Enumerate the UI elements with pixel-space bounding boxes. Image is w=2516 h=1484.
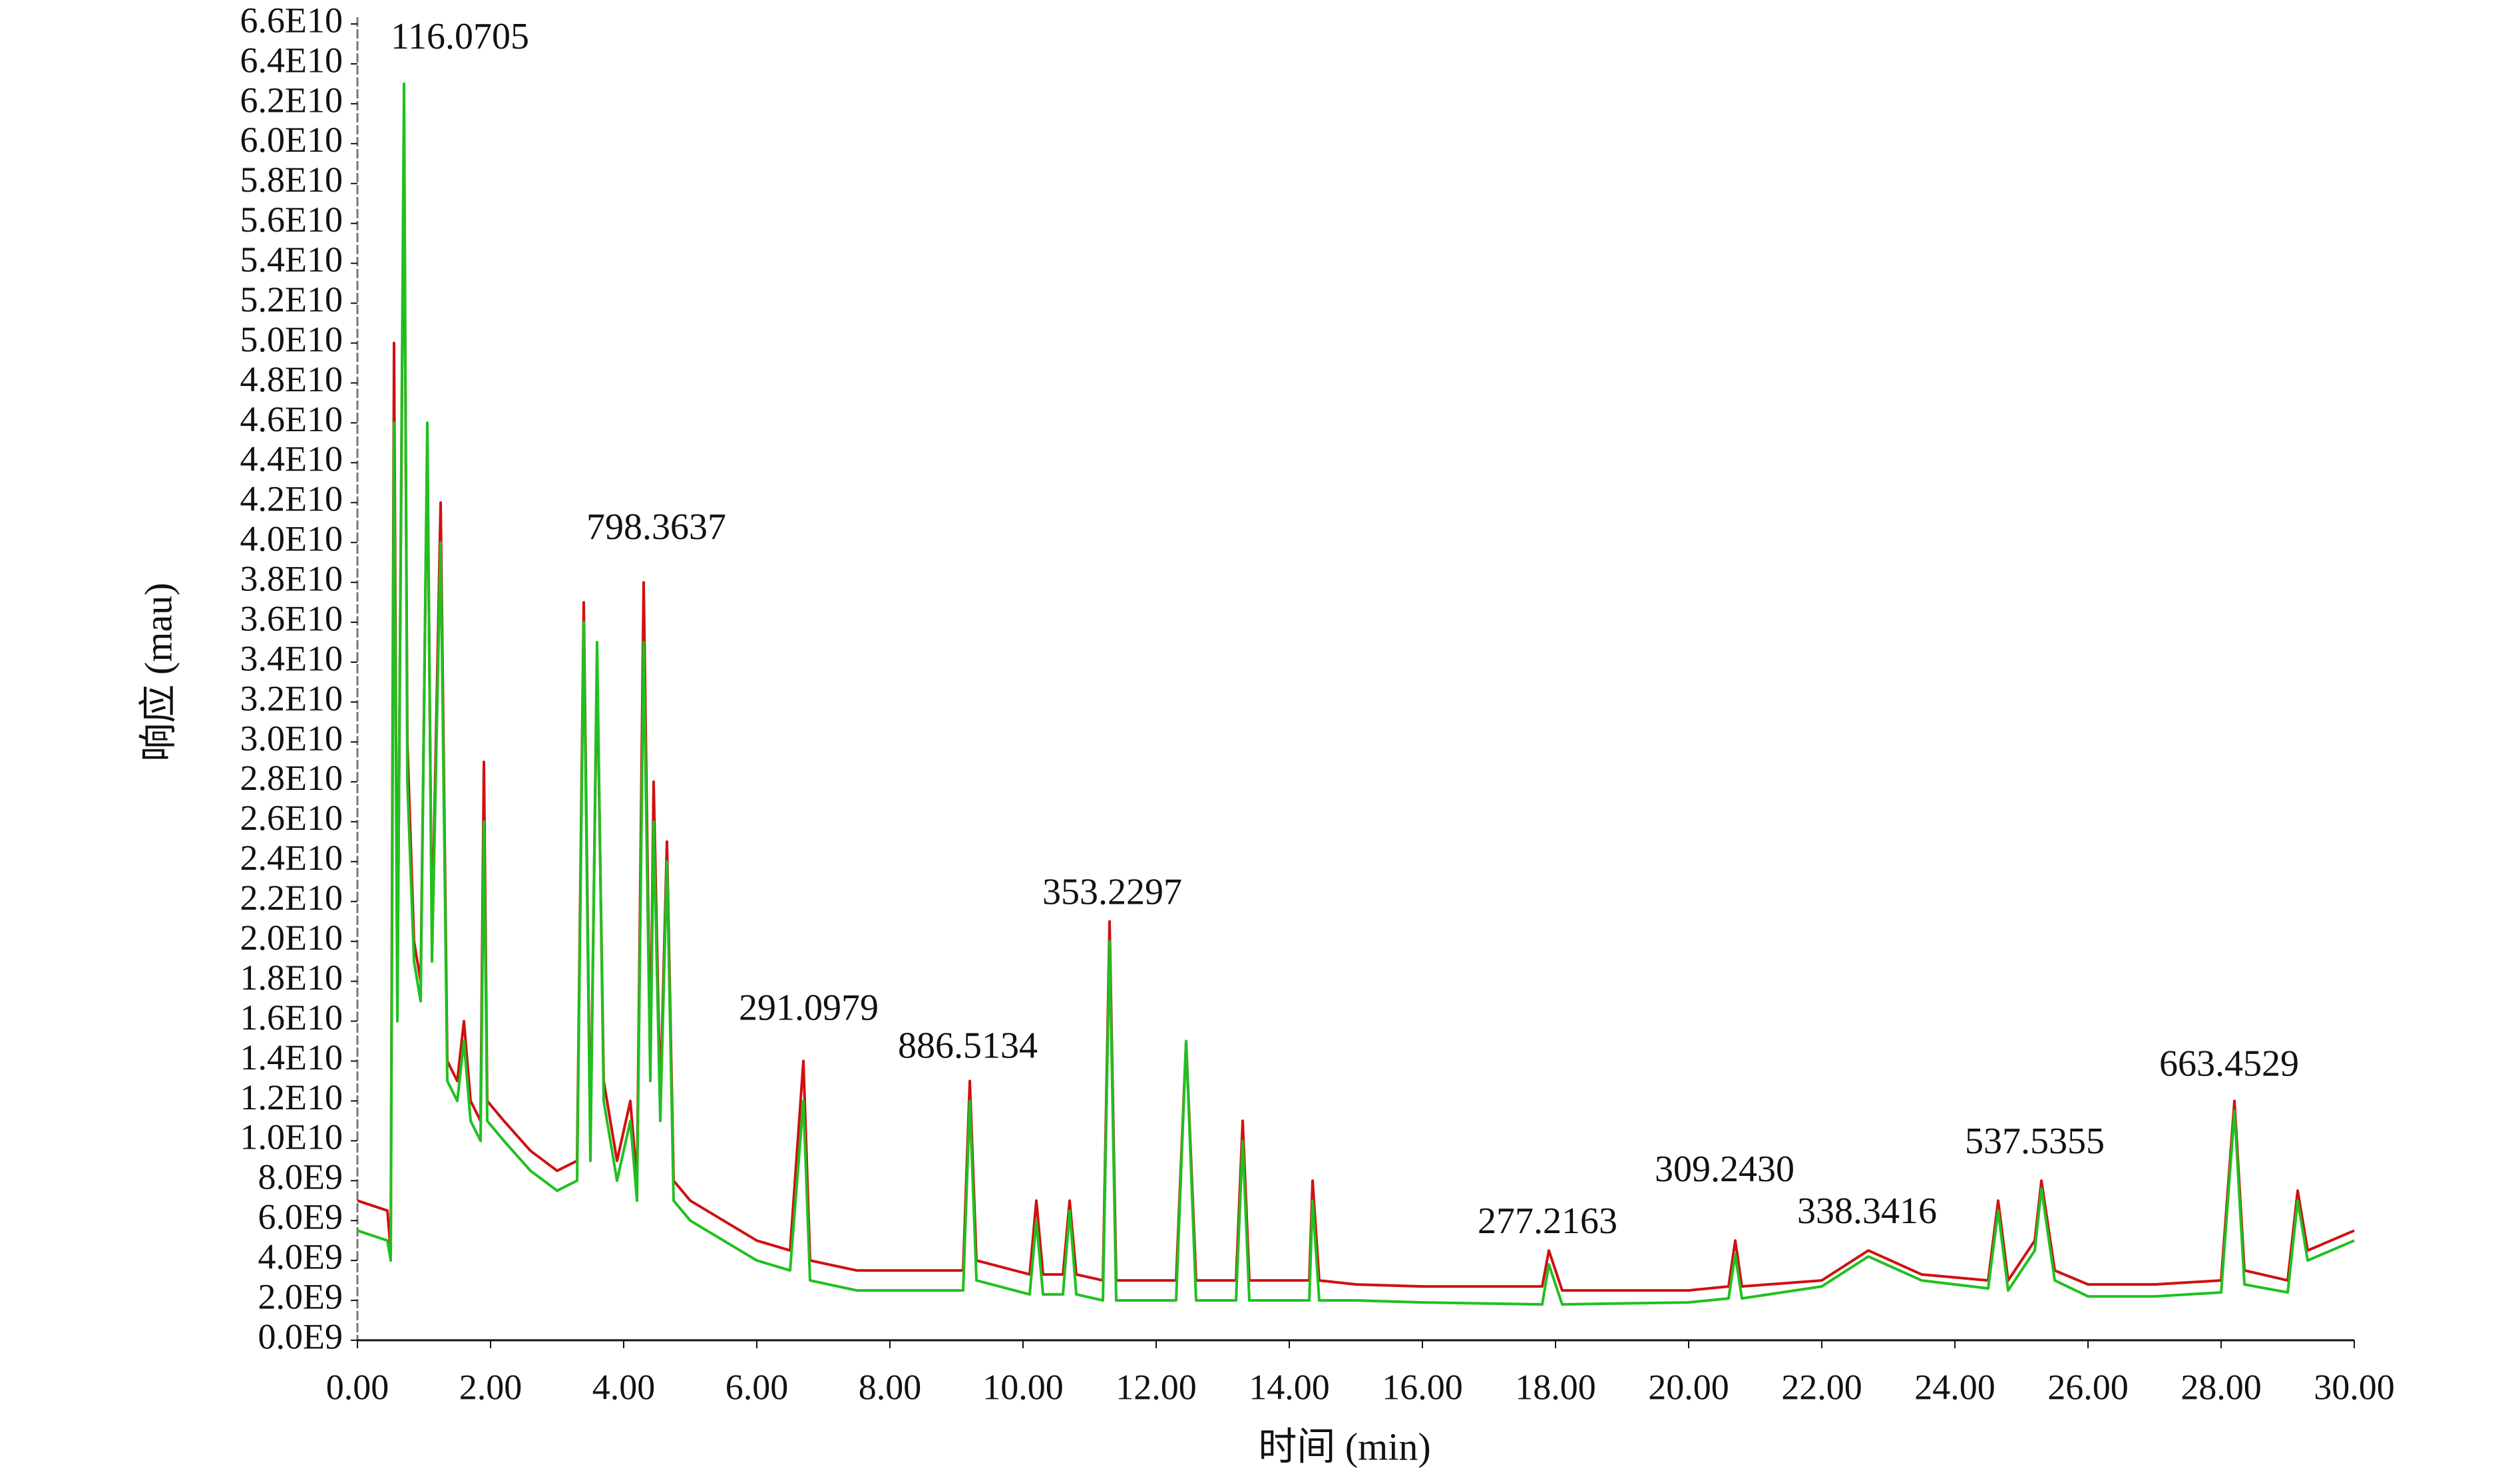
peak-label: 537.5355 — [1965, 1121, 2105, 1162]
y-tick-label: 6.0E9 — [258, 1197, 343, 1237]
peak-label: 116.0705 — [391, 16, 529, 57]
y-tick-label: 4.8E10 — [240, 359, 343, 399]
y-tick-label: 6.2E10 — [240, 80, 343, 120]
peak-label: 291.0979 — [739, 987, 879, 1028]
x-tick-label: 4.00 — [592, 1367, 656, 1407]
peak-label: 309.2430 — [1655, 1149, 1794, 1190]
peak-label: 663.4529 — [2159, 1043, 2299, 1084]
y-tick-label: 1.4E10 — [240, 1037, 343, 1077]
x-tick-label: 30.00 — [2314, 1367, 2395, 1407]
y-tick-label: 6.4E10 — [240, 40, 343, 80]
y-tick-label: 1.8E10 — [240, 958, 343, 998]
x-tick-label: 16.00 — [1382, 1367, 1463, 1407]
y-tick-label: 6.0E10 — [240, 120, 343, 160]
y-tick-label: 4.4E10 — [240, 439, 343, 479]
y-tick-label: 4.0E9 — [258, 1237, 343, 1277]
x-tick-label: 18.00 — [1515, 1367, 1596, 1407]
y-tick-label: 1.6E10 — [240, 998, 343, 1037]
y-tick-label: 3.4E10 — [240, 638, 343, 678]
y-tick-label: 5.8E10 — [240, 160, 343, 200]
y-tick-label: 5.4E10 — [240, 240, 343, 279]
y-tick-label: 0.0E9 — [258, 1316, 343, 1356]
x-tick-label: 0.00 — [326, 1367, 389, 1407]
x-tick-label: 14.00 — [1249, 1367, 1330, 1407]
y-tick-label: 4.0E10 — [240, 519, 343, 559]
x-tick-label: 22.00 — [1781, 1367, 1862, 1407]
peak-label: 886.5134 — [898, 1025, 1038, 1066]
series-line — [357, 122, 2355, 1292]
series-line — [357, 82, 2355, 1306]
x-tick-label: 28.00 — [2181, 1367, 2262, 1407]
y-tick-label: 4.6E10 — [240, 399, 343, 439]
y-tick-label: 1.2E10 — [240, 1077, 343, 1117]
y-tick-label: 8.0E9 — [258, 1157, 343, 1197]
x-tick-label: 8.00 — [859, 1367, 922, 1407]
y-tick-label: 5.6E10 — [240, 200, 343, 240]
x-tick-label: 24.00 — [1914, 1367, 1995, 1407]
y-tick-label: 2.2E10 — [240, 878, 343, 918]
y-tick-label: 5.2E10 — [240, 279, 343, 319]
x-axis-title: 时间 (min) — [1258, 1425, 1430, 1468]
y-tick-label: 1.0E10 — [240, 1117, 343, 1157]
y-tick-label: 4.2E10 — [240, 479, 343, 519]
y-tick-label: 3.6E10 — [240, 598, 343, 638]
x-tick-label: 12.00 — [1116, 1367, 1197, 1407]
y-axis-title: 响应 (mau) — [136, 583, 180, 762]
x-tick-label: 26.00 — [2047, 1367, 2129, 1407]
x-tick-label: 2.00 — [459, 1367, 523, 1407]
y-tick-label: 3.8E10 — [240, 559, 343, 599]
y-tick-label: 2.4E10 — [240, 838, 343, 878]
y-tick-label: 2.6E10 — [240, 798, 343, 838]
peak-label: 338.3416 — [1797, 1191, 1937, 1232]
y-tick-label: 3.0E10 — [240, 718, 343, 758]
y-tick-label: 5.0E10 — [240, 319, 343, 359]
y-tick-label: 2.0E10 — [240, 918, 343, 958]
peak-label: 353.2297 — [1042, 872, 1182, 913]
x-tick-label: 6.00 — [726, 1367, 789, 1407]
y-tick-label: 6.6E10 — [240, 0, 343, 40]
peak-label: 798.3637 — [586, 506, 726, 548]
y-tick-label: 2.8E10 — [240, 758, 343, 798]
y-tick-label: 2.0E9 — [258, 1276, 343, 1316]
peak-label: 277.2163 — [1478, 1201, 1617, 1242]
x-tick-label: 10.00 — [982, 1367, 1064, 1407]
y-tick-label: 3.2E10 — [240, 678, 343, 718]
x-tick-label: 20.00 — [1648, 1367, 1729, 1407]
